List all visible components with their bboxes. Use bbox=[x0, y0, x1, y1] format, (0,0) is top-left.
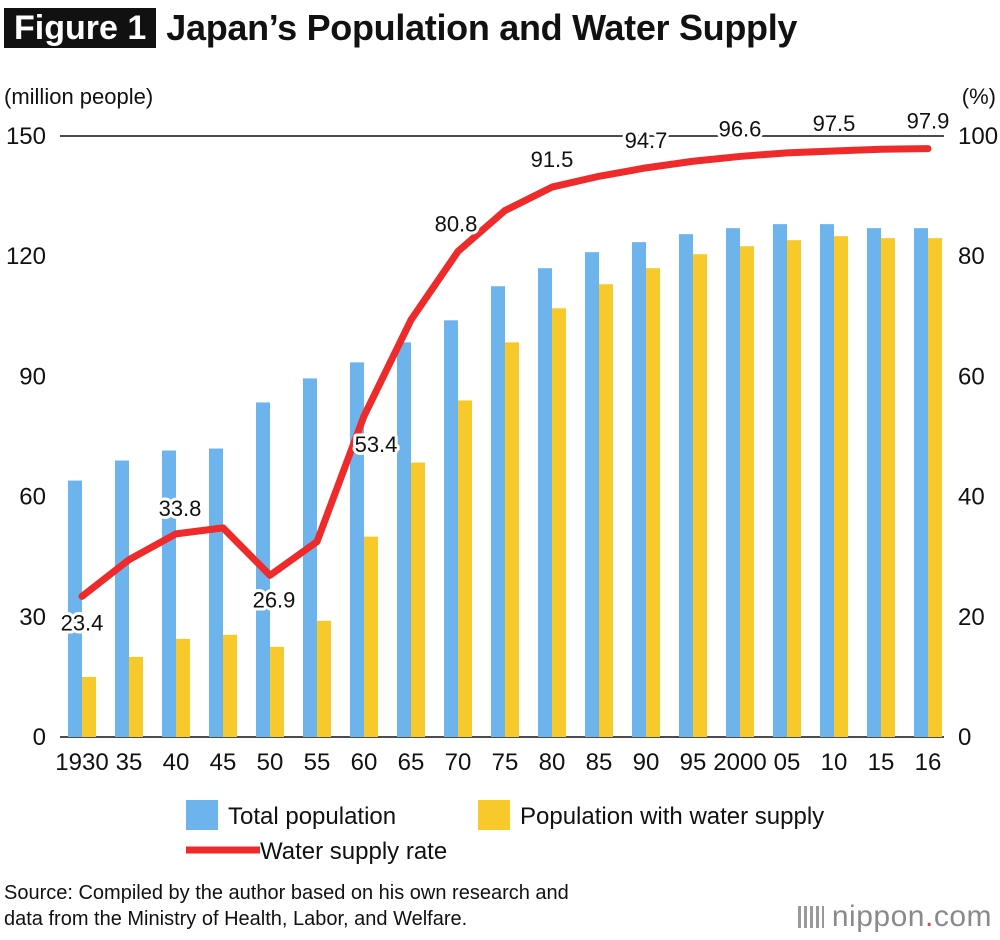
line-water-supply-rate bbox=[78, 145, 932, 600]
bar-total-population bbox=[303, 378, 317, 737]
brand-tld: com bbox=[933, 900, 992, 933]
left-tick-label: 30 bbox=[19, 604, 46, 631]
bar-population-with-water-supply bbox=[270, 646, 284, 737]
bar-population-with-water-supply bbox=[928, 238, 942, 738]
data-label-rate: 80.8 bbox=[435, 211, 478, 236]
x-tick-label: 80 bbox=[539, 749, 566, 776]
left-tick-label: 0 bbox=[33, 724, 46, 751]
bar-population-with-water-supply bbox=[176, 638, 190, 737]
data-label-rate: 96.6 bbox=[719, 116, 762, 141]
data-label-rate: 53.4 bbox=[355, 432, 398, 457]
bar-total-population bbox=[162, 450, 176, 737]
bar-population-with-water-supply bbox=[505, 342, 519, 737]
x-tick-label: 85 bbox=[586, 749, 613, 776]
x-tick-label: 10 bbox=[821, 749, 848, 776]
data-label-rate: 97.5 bbox=[813, 111, 856, 136]
left-axis-label: (million people) bbox=[4, 84, 153, 109]
bar-total-population bbox=[914, 228, 928, 738]
bar-total-population bbox=[679, 234, 693, 737]
bar-population-with-water-supply bbox=[599, 284, 613, 737]
x-tick-label: 75 bbox=[492, 749, 519, 776]
x-tick-label: 60 bbox=[351, 749, 378, 776]
right-tick-label: 20 bbox=[958, 604, 985, 631]
legend-swatch-total-population bbox=[186, 800, 218, 830]
brand-mark-icon bbox=[797, 906, 824, 928]
bar-total-population bbox=[726, 228, 740, 738]
x-tick-label: 50 bbox=[257, 749, 284, 776]
data-label-rate: 94.7 bbox=[625, 128, 668, 153]
data-label-rate: 33.8 bbox=[159, 496, 202, 521]
bar-population-with-water-supply bbox=[411, 462, 425, 737]
figure-badge: Figure 1 bbox=[4, 8, 157, 48]
population-water-chart: (million people) (%) 0 30 60 90 120 150 0 20 40 60 8… bbox=[4, 84, 998, 865]
bar-total-population bbox=[209, 448, 223, 737]
x-tick-label: 1930 bbox=[55, 749, 108, 776]
x-tick-label: 15 bbox=[868, 749, 895, 776]
right-tick-label: 60 bbox=[958, 363, 985, 390]
left-tick-label: 120 bbox=[6, 243, 46, 270]
bar-population-with-water-supply bbox=[552, 308, 566, 737]
bar-population-with-water-supply bbox=[129, 656, 143, 737]
x-tick-label: 70 bbox=[445, 749, 472, 776]
bar-population-with-water-supply bbox=[82, 676, 96, 737]
bar-population-with-water-supply bbox=[364, 536, 378, 737]
bar-total-population bbox=[820, 224, 834, 737]
x-tick-label: 05 bbox=[774, 749, 801, 776]
bar-population-with-water-supply bbox=[458, 400, 472, 737]
source-line-2: data from the Ministry of Health, Labor,… bbox=[4, 908, 468, 930]
bar-total-population bbox=[867, 228, 881, 738]
brand-dot: . bbox=[924, 900, 934, 933]
bar-population-with-water-supply bbox=[223, 634, 237, 737]
x-tick-label: 40 bbox=[163, 749, 190, 776]
data-label-rate: 91.5 bbox=[531, 147, 574, 172]
data-label-rate: 97.9 bbox=[907, 109, 950, 134]
x-tick-label: 16 bbox=[915, 749, 942, 776]
bar-population-with-water-supply bbox=[646, 268, 660, 737]
bar-population-with-water-supply bbox=[317, 620, 331, 737]
right-axis-label: (%) bbox=[962, 84, 996, 109]
left-tick-label: 60 bbox=[19, 484, 46, 511]
x-tick-label: 90 bbox=[633, 749, 660, 776]
figure-title: Japan’s Population and Water Supply bbox=[166, 7, 798, 48]
bar-total-population bbox=[538, 268, 552, 737]
data-label-rate: 26.9 bbox=[253, 587, 296, 612]
legend-swatch-population-with-water-supply bbox=[478, 800, 510, 830]
x-tick-label: 2000 bbox=[713, 749, 766, 776]
data-label-rate: 23.4 bbox=[61, 610, 104, 635]
x-tick-label: 95 bbox=[680, 749, 707, 776]
bar-total-population bbox=[444, 320, 458, 737]
x-tick-label: 55 bbox=[304, 749, 331, 776]
bar-total-population bbox=[115, 460, 129, 737]
right-tick-label: 40 bbox=[958, 484, 985, 511]
bar-total-population bbox=[397, 342, 411, 737]
source-note: Source: Compiled by the author based on … bbox=[4, 880, 569, 932]
bar-population-with-water-supply bbox=[881, 238, 895, 738]
bar-total-population bbox=[350, 362, 364, 737]
legend-label-population-with-water-supply: Population with water supply bbox=[520, 803, 824, 830]
bar-total-population bbox=[632, 242, 646, 737]
x-tick-label: 35 bbox=[116, 749, 143, 776]
bar-population-with-water-supply bbox=[740, 246, 754, 737]
right-tick-label: 0 bbox=[958, 724, 971, 751]
bar-population-with-water-supply bbox=[834, 236, 848, 737]
bar-total-population bbox=[585, 252, 599, 737]
x-tick-label: 65 bbox=[398, 749, 425, 776]
bar-total-population bbox=[773, 224, 787, 737]
bar-population-with-water-supply bbox=[787, 240, 801, 737]
bar-population-with-water-supply bbox=[693, 254, 707, 738]
source-line-1: Source: Compiled by the author based on … bbox=[4, 882, 569, 904]
left-tick-label: 150 bbox=[6, 123, 46, 150]
legend-label-total-population: Total population bbox=[228, 803, 396, 830]
legend-label-water-supply-rate: Water supply rate bbox=[260, 838, 447, 865]
figure-header: Figure 1 Japan’s Population and Water Su… bbox=[4, 7, 798, 48]
right-tick-label: 100 bbox=[958, 123, 998, 150]
bar-total-population bbox=[68, 480, 82, 737]
bar-total-population bbox=[491, 286, 505, 737]
x-tick-label: 45 bbox=[210, 749, 237, 776]
right-tick-label: 80 bbox=[958, 243, 985, 270]
nippon-logo: nippon. com bbox=[797, 900, 992, 934]
brand-name: nippon bbox=[831, 900, 925, 933]
left-tick-label: 90 bbox=[19, 363, 46, 390]
